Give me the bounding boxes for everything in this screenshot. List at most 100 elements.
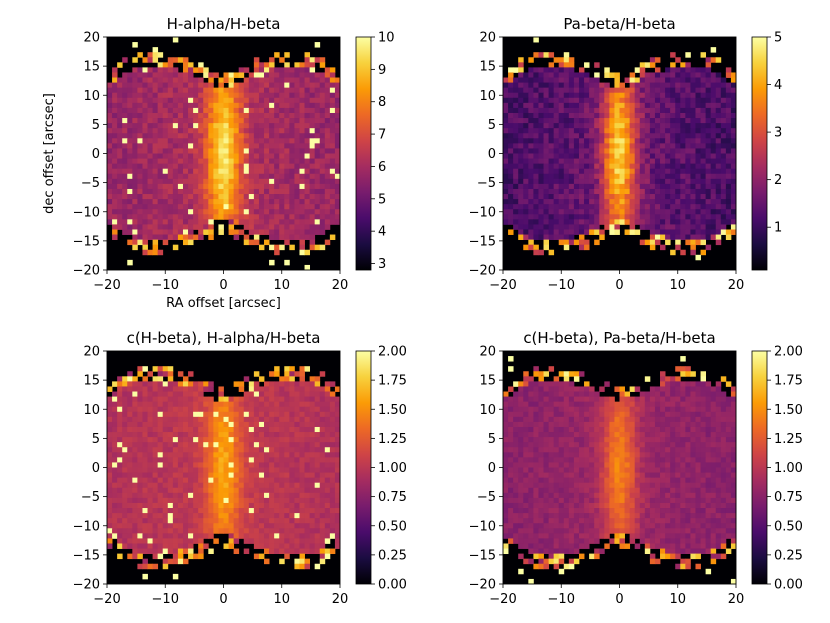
heatmap-cell [715, 158, 722, 165]
heatmap-cell [223, 447, 229, 453]
heatmap-cell [107, 82, 113, 89]
heatmap-cell [553, 102, 560, 109]
heatmap-cell [700, 107, 707, 114]
heatmap-cell [188, 128, 194, 134]
heatmap-cell [294, 199, 300, 205]
heatmap-cell [233, 432, 240, 438]
heatmap-cell [177, 508, 184, 514]
heatmap-cell [228, 168, 235, 175]
heatmap-cell [127, 497, 133, 504]
heatmap-cell [604, 128, 610, 134]
heatmap-cell [223, 209, 229, 215]
heatmap-cell [695, 224, 701, 230]
heatmap-cell [558, 133, 565, 139]
heatmap-cell [122, 229, 128, 235]
heatmap-cell [167, 437, 174, 443]
heatmap-cell [670, 183, 676, 190]
heatmap-cell [513, 163, 519, 170]
heatmap-cell [553, 194, 560, 200]
heatmap-cell [634, 153, 641, 159]
heatmap-cell [528, 168, 534, 175]
heatmap-cell [243, 158, 250, 165]
heatmap-cell [528, 173, 534, 180]
heatmap-cell [132, 234, 138, 241]
heatmap-cell [248, 508, 255, 514]
heatmap-cell [528, 153, 534, 159]
heatmap-cell [233, 143, 240, 149]
heatmap-cell [218, 204, 224, 210]
heatmap-cell [253, 97, 260, 104]
heatmap-cell [233, 502, 240, 509]
heatmap-cell [208, 502, 214, 509]
heatmap-cell [172, 533, 179, 539]
heatmap-cell [675, 209, 681, 215]
heatmap-cell [578, 173, 585, 180]
heatmap-cell [573, 194, 580, 200]
heatmap-cell [117, 467, 123, 473]
heatmap-cell [122, 92, 128, 99]
heatmap-cell [253, 472, 260, 479]
heatmap-cell [208, 178, 214, 185]
heatmap-cell [233, 173, 240, 180]
heatmap-cell [543, 153, 549, 159]
heatmap-cell [127, 426, 133, 433]
heatmap-cell [594, 163, 600, 170]
heatmap-cell [634, 163, 641, 170]
heatmap-cell [329, 128, 336, 134]
heatmap-cell [619, 183, 625, 190]
heatmap-cell [218, 426, 224, 433]
heatmap-cell [218, 87, 224, 94]
heatmap-cell [213, 153, 219, 159]
heatmap-cell [182, 426, 189, 433]
heatmap-cell [177, 406, 184, 413]
heatmap-cell [670, 199, 676, 205]
colorbar-tick-label: 0.25 [378, 548, 407, 563]
heatmap-cell [162, 102, 169, 109]
heatmap-cell [649, 148, 656, 154]
heatmap-cell [508, 163, 514, 170]
heatmap-cell [670, 376, 676, 382]
heatmap-cell [533, 178, 539, 185]
heatmap-cell [193, 128, 199, 134]
heatmap-cell [279, 118, 285, 124]
heatmap-cell [107, 102, 113, 109]
heatmap-cell [228, 158, 235, 165]
heatmap-cell [573, 204, 580, 210]
heatmap-cell [690, 128, 696, 134]
heatmap-cell [208, 143, 214, 149]
heatmap-cell [619, 178, 625, 185]
heatmap-cell [248, 188, 255, 195]
heatmap-cell [218, 209, 224, 215]
heatmap-cell [334, 477, 341, 484]
heatmap-cell [670, 92, 676, 99]
heatmap-cell [589, 143, 595, 149]
heatmap-cell [660, 163, 666, 170]
heatmap-cell [188, 467, 194, 473]
heatmap-cell [528, 102, 534, 109]
heatmap-cell [122, 148, 128, 154]
heatmap-cell [279, 558, 285, 565]
heatmap-cell [289, 442, 295, 448]
heatmap-cell [578, 138, 585, 144]
heatmap-cell [680, 158, 686, 165]
heatmap-cell [182, 558, 189, 565]
heatmap-cell [147, 52, 153, 58]
heatmap-cell [137, 158, 143, 165]
heatmap-cell [523, 204, 529, 210]
heatmap-cell [137, 508, 143, 514]
heatmap-cell [228, 432, 235, 438]
heatmap-cell [274, 107, 280, 114]
heatmap-cell [188, 67, 194, 73]
heatmap-cell [188, 229, 194, 235]
heatmap-cell [107, 482, 113, 489]
heatmap-cell [594, 209, 600, 215]
heatmap-cell [639, 183, 646, 190]
heatmap-cell [127, 477, 133, 484]
heatmap-cell [172, 77, 179, 83]
heatmap-cell [162, 523, 169, 529]
heatmap-cell [122, 482, 128, 489]
heatmap-cell [188, 62, 194, 68]
heatmap-cell [157, 543, 164, 549]
heatmap-cell [213, 118, 219, 124]
heatmap-cell [700, 168, 707, 175]
